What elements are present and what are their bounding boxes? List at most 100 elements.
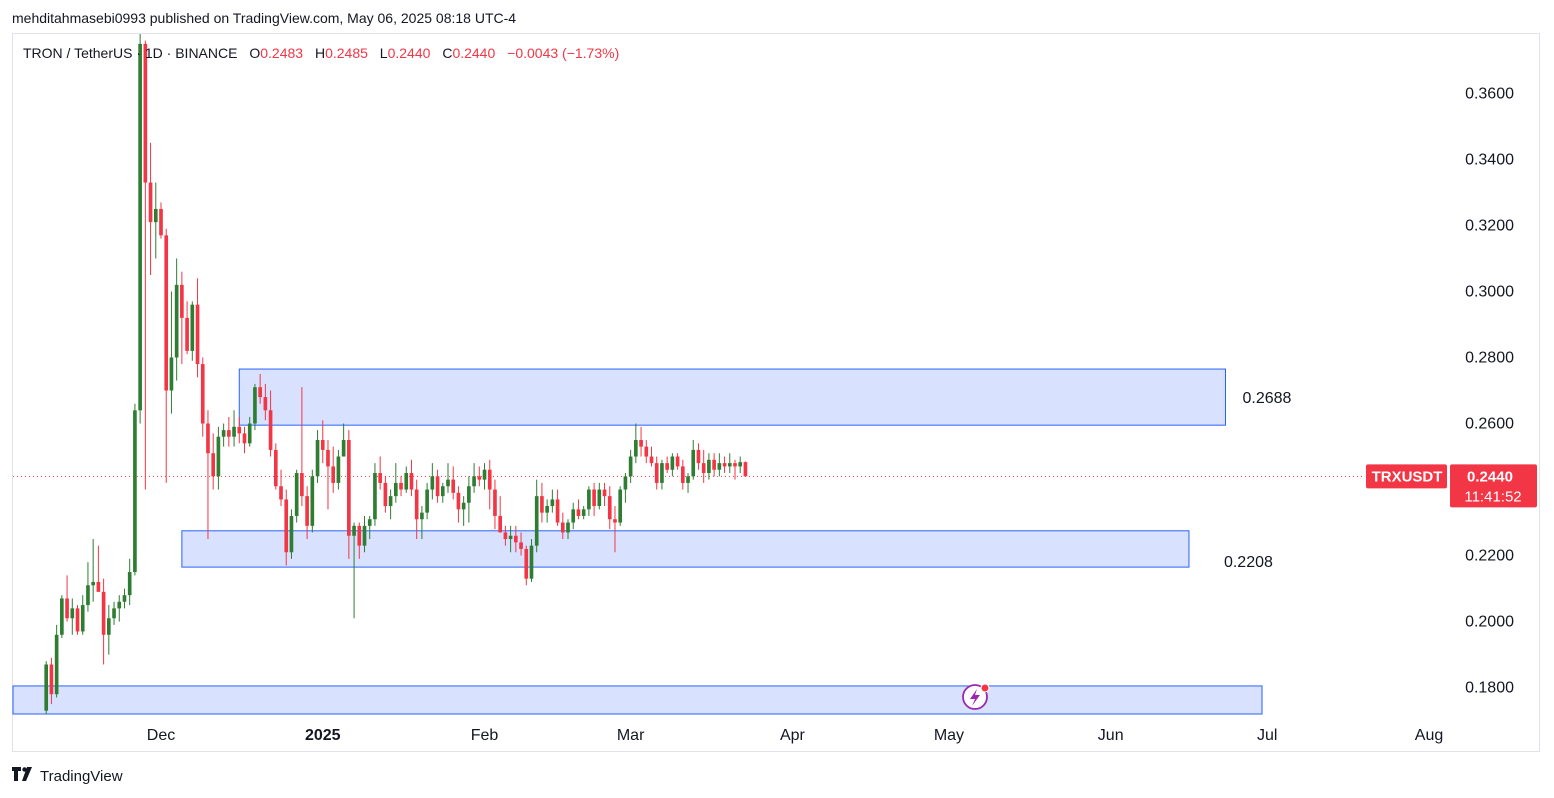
candle-body — [273, 449, 278, 487]
candle — [362, 515, 367, 553]
candle — [477, 466, 482, 487]
candle — [660, 459, 664, 490]
candle — [707, 453, 711, 480]
candle — [357, 522, 362, 559]
lightning-alert-icon[interactable] — [962, 683, 990, 710]
candle — [634, 423, 638, 464]
candle — [242, 426, 247, 454]
candle — [148, 142, 153, 275]
price-tick-8: 0.1800 — [1465, 680, 1514, 697]
candle-body — [707, 459, 711, 474]
candle — [117, 595, 122, 622]
time-tick-mar: Mar — [617, 727, 645, 744]
zone-resistance[interactable] — [238, 368, 1226, 426]
candle — [112, 601, 116, 625]
candle — [153, 182, 158, 259]
candle — [420, 506, 424, 540]
time-tick-may: May — [934, 727, 964, 744]
candle — [435, 469, 440, 503]
candle — [143, 40, 148, 490]
candle — [263, 383, 268, 421]
candle — [440, 482, 445, 503]
candle — [383, 476, 388, 513]
candle-body — [211, 453, 216, 477]
price-tick-0: 0.3600 — [1465, 85, 1514, 102]
candle — [86, 562, 90, 612]
candle — [560, 512, 565, 540]
time-tick-feb: Feb — [471, 727, 499, 744]
time-tick-aug: Aug — [1415, 727, 1443, 744]
candle-body — [670, 456, 675, 470]
candle — [482, 463, 487, 490]
candle-body — [216, 436, 221, 477]
candle — [623, 473, 628, 503]
candle-body — [680, 466, 685, 483]
candle-body — [430, 476, 435, 490]
candle-body — [456, 492, 461, 510]
candle-body — [623, 476, 628, 490]
candle — [331, 446, 336, 493]
candle — [566, 519, 570, 540]
candle-body — [65, 598, 69, 619]
candle-body — [743, 462, 748, 477]
candle-body — [388, 496, 393, 507]
candle-body — [393, 482, 398, 497]
candle — [717, 453, 722, 477]
candle-body — [550, 499, 555, 507]
candle-body — [639, 440, 643, 447]
candle — [587, 486, 591, 516]
candle-body — [237, 426, 242, 434]
candle-body — [352, 525, 356, 536]
candle-body — [566, 522, 570, 533]
candle-body — [503, 532, 508, 540]
candle-body — [534, 496, 539, 546]
candle-body — [180, 284, 184, 318]
candle — [289, 509, 294, 559]
brand-name: TradingView — [40, 767, 123, 785]
candle — [409, 459, 414, 497]
candle-body — [508, 535, 513, 540]
candle — [258, 374, 262, 404]
candle-body — [305, 496, 309, 526]
candle-body — [576, 509, 581, 516]
candle — [185, 301, 189, 355]
candle — [597, 482, 602, 510]
zone-support[interactable] — [181, 530, 1190, 568]
candle-body — [320, 440, 325, 450]
candle — [425, 482, 429, 520]
tradingview-brand[interactable]: TradingView — [12, 767, 123, 785]
candle — [341, 423, 346, 457]
candle — [743, 461, 748, 477]
candle-body — [722, 463, 727, 467]
candle — [388, 489, 393, 520]
candle-body — [404, 473, 409, 490]
candle — [602, 482, 607, 507]
candle — [446, 463, 450, 493]
candle-body — [399, 482, 403, 490]
candle-body — [649, 456, 654, 464]
candle — [174, 258, 179, 381]
alert-layer — [962, 683, 990, 710]
candle-body — [628, 456, 633, 477]
candle-body — [86, 585, 90, 606]
candle — [607, 486, 612, 530]
candle — [680, 459, 685, 490]
candle-body — [315, 440, 320, 477]
ohlc-legend: TRON / TetherUS · 1D · BINANCE O0.2483 H… — [23, 45, 619, 61]
candle-body — [117, 601, 122, 609]
annotations-layer: 0.2688 0.2208 — [1224, 390, 1292, 571]
candle — [738, 456, 743, 474]
candle — [91, 539, 95, 602]
candle-body — [545, 506, 549, 513]
candle — [49, 657, 54, 705]
candle — [279, 469, 283, 507]
zone-lower[interactable] — [12, 685, 1263, 715]
candle — [138, 34, 142, 424]
candle-body — [169, 357, 174, 391]
candle-body — [717, 463, 722, 470]
candle-body — [498, 515, 503, 533]
high-value: 0.2485 — [325, 45, 368, 61]
candle — [300, 387, 304, 507]
candle-body — [613, 519, 617, 523]
